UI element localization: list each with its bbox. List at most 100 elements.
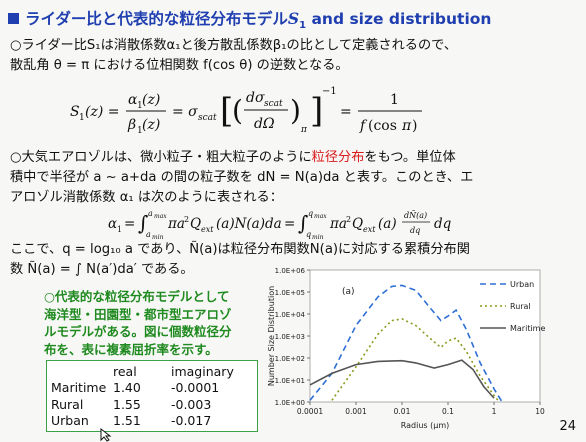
paragraph2-line1: ○大気エアロゾルは、微小粒子・粗大粒子のように粒径分布をもつ。単位体 (10, 148, 456, 168)
svg-text:dq: dq (434, 216, 452, 232)
table-cell: -0.017 (171, 413, 212, 429)
svg-text:ext: ext (201, 225, 214, 234)
svg-text:1: 1 (137, 126, 143, 136)
svg-text:q: q (308, 209, 313, 218)
x-tick-label: 1 (492, 407, 497, 416)
table-cell: -0.003 (171, 396, 212, 412)
svg-text:a: a (148, 209, 153, 218)
svg-text:min: min (312, 234, 324, 240)
x-tick-label: 0.1 (442, 407, 454, 416)
y-axis-label: Number Size Distribution (267, 286, 276, 386)
x-tick-label: 0.01 (394, 407, 411, 416)
legend-label-urban: Urban (510, 280, 534, 289)
title-bullet-square (8, 13, 19, 24)
paragraph3-line1: ここで、q = log₁₀ a であり、Ñ(a)は粒径分布関数N(a)に対応する… (10, 242, 470, 257)
panel-label: (a) (342, 287, 355, 297)
svg-text:Q: Q (352, 216, 363, 232)
svg-text:(z): (z) (142, 92, 160, 108)
svg-text:=: = (340, 104, 352, 120)
svg-text:∫: ∫ (138, 211, 148, 235)
paragraph1-line1: ○ライダー比S₁は消散係数α₁と後方散乱係数β₁の比として定義されるので、 (10, 38, 458, 53)
svg-text:(cos: (cos (368, 118, 397, 134)
table-row: Rural 1.55 -0.003 (51, 396, 240, 413)
svg-text:scat: scat (264, 99, 283, 109)
table-cell: Rural (51, 396, 84, 412)
y-tick-label: 1.0E+04 (275, 311, 306, 319)
page-number: 24 (559, 419, 576, 434)
note-line3: ルモデルがある。図に個数粒径分 (44, 324, 232, 339)
svg-text:−1: −1 (322, 86, 337, 97)
plot-area (309, 269, 541, 403)
svg-text:π: π (300, 125, 308, 135)
svg-text:): ) (412, 118, 417, 134)
table-header: imaginary (171, 363, 234, 379)
x-tick-label: 10 (535, 407, 545, 416)
svg-text:dσ: dσ (246, 90, 265, 106)
title-subscript: 1 (299, 20, 307, 32)
x-tick-label: 0.001 (345, 407, 367, 416)
svg-text:(a)N(a)da: (a)N(a)da (216, 216, 282, 232)
title-suffix: and size distribution (306, 10, 492, 28)
y-tick-label: 1.0E+06 (275, 267, 306, 275)
title-variable: S (287, 9, 300, 28)
note-line1: ○代表的な粒径分布モデルとして (44, 289, 230, 304)
paragraph2-line2: 積中で半径が a ~ a+da の間の粒子数を dN = N(a)da と表す。… (10, 170, 474, 185)
paragraph1-line2: 散乱角 θ = π における位相関数 f(cos θ) の逆数となる。 (10, 58, 349, 73)
table-row: Maritime 1.40 -0.0001 (51, 380, 240, 397)
note-line2: 海洋型・田園型・都市型エアロゾ (44, 306, 232, 322)
svg-text:1: 1 (117, 225, 122, 234)
svg-text:2: 2 (346, 215, 351, 224)
table-header: real (113, 363, 137, 379)
svg-text:[: [ (220, 91, 233, 131)
svg-text:dq: dq (410, 226, 420, 235)
y-tick-label: 1.0E+02 (275, 355, 305, 363)
svg-text:1: 1 (137, 101, 143, 111)
svg-text:dΩ: dΩ (254, 116, 275, 132)
svg-text:ext: ext (363, 225, 376, 234)
refractive-index-table: real imaginary Maritime 1.40 -0.0001 Rur… (46, 360, 258, 432)
svg-text:π: π (401, 118, 412, 134)
svg-text:α: α (108, 216, 117, 232)
table-cell: Urban (51, 413, 89, 429)
table-cell: 1.55 (113, 396, 141, 412)
note-line4: 布を、表に複素屈折率を示す。 (44, 341, 218, 357)
slide-title: ライダー比と代表的な粒径分布モデルS1 and size distributio… (8, 6, 582, 32)
svg-text:=: = (124, 216, 135, 232)
svg-text:max: max (314, 213, 327, 220)
table-cell: 1.40 (113, 380, 141, 396)
paragraph3-line2: 数 Ñ(a) = ∫ N(a′)da′ である。 (10, 262, 194, 277)
paragraph2-line3: アロゾル消散係数 α₁ は次のように表される： (10, 190, 283, 205)
paragraph2-line1-text: ○大気エアロゾルは、微小粒子・粗大粒子のように (10, 150, 312, 165)
highlight-size-distribution: 粒径分布 (311, 150, 365, 165)
y-tick-label: 1.0E+03 (275, 333, 305, 341)
svg-text:min: min (152, 234, 164, 240)
svg-text:= σ: = σ (172, 104, 198, 120)
svg-text:πa: πa (329, 216, 347, 232)
svg-text:]: ] (310, 91, 323, 131)
svg-text:(: ( (232, 94, 243, 127)
x-tick-label: 0.0001 (297, 407, 323, 416)
svg-text:1: 1 (390, 92, 399, 108)
legend-label-rural: Rural (510, 302, 531, 311)
svg-text:(z): (z) (142, 117, 160, 133)
table-row: Urban 1.51 -0.017 (51, 413, 240, 430)
table-header (51, 363, 113, 380)
svg-text:(z) =: (z) = (85, 104, 119, 120)
series-line-rural (331, 318, 500, 403)
model-note: ○代表的な粒径分布モデルとして 海洋型・田園型・都市型エアロゾ ルモデルがある。… (44, 288, 232, 358)
lidar-ratio-equation: S 1 (z) = α 1 (z) β 1 (z) = σ scat [ ( dσ scat d… (70, 86, 422, 136)
svg-text:dÑ(a): dÑ(a) (404, 211, 427, 220)
svg-text:f: f (359, 118, 368, 134)
size-distribution-chart: 1.0E+00 1.0E+01 1.0E+02 1.0E+03 1.0E+04 1.0E+… (264, 262, 582, 440)
chart-svg: 1.0E+00 1.0E+01 1.0E+02 1.0E+03 1.0E+04 1.0E+… (267, 267, 545, 430)
svg-text:=: = (284, 216, 295, 232)
svg-text:max: max (154, 213, 167, 220)
svg-text:): ) (290, 94, 301, 127)
y-tick-label: 1.0E+01 (275, 377, 305, 385)
svg-text:πa: πa (167, 216, 185, 232)
table-cell: 1.51 (113, 413, 141, 429)
legend-label-maritime: Maritime (510, 324, 545, 333)
svg-text:1: 1 (79, 113, 85, 123)
series-line-maritime (309, 359, 495, 399)
